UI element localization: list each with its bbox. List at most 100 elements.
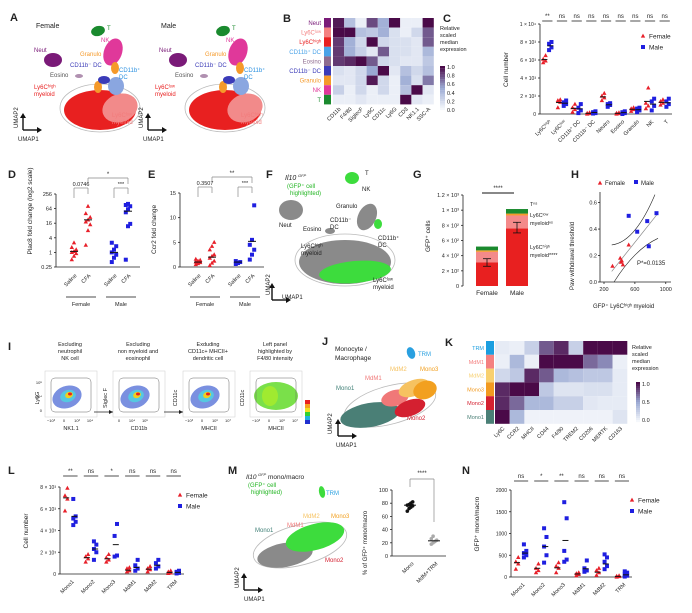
panel-m-cluster-label-mdm2: MdM2 <box>303 514 320 520</box>
panel-i-x-tick: −10³ <box>252 418 261 423</box>
panel-d-y-tick-label: 256 <box>43 192 52 198</box>
umap-cluster-neut <box>44 53 62 67</box>
panel-d-point <box>74 251 79 256</box>
heatmap-b-colorbar <box>440 105 445 108</box>
heatmap-k-cell <box>583 396 598 410</box>
panel-m-cluster-label-trm: TRM <box>326 491 339 497</box>
panel-j-cluster-label-mdm2: MdM2 <box>390 367 407 373</box>
umap-cluster-cd11b-plus-dc <box>233 77 249 95</box>
panel-letter-h: H <box>571 169 579 181</box>
panel-e-point <box>233 259 238 264</box>
heatmap-b-cell <box>389 46 401 57</box>
panel-e-x-tick-label: Saline <box>227 273 242 288</box>
umap1-label: UMAP1 <box>143 137 164 143</box>
panel-d-comparison-label: 0.0746 <box>73 182 90 188</box>
panel-n-point-male <box>562 500 567 505</box>
heatmap-b-row-color <box>324 27 331 38</box>
panel-d-point <box>126 201 130 206</box>
panel-letter-i: I <box>8 341 11 353</box>
cluster-label-neut: Neut <box>34 48 47 54</box>
panel-a-male-title: Male <box>161 23 176 30</box>
panel-e-y-label: Ccr2 fold change <box>151 204 158 254</box>
panel-i-y-tick: 10⁵ <box>36 380 42 385</box>
heatmap-b-row-color <box>324 56 331 66</box>
panel-j-umap-axes-x-arrowhead <box>352 433 357 439</box>
panel-c-point-male <box>652 96 657 101</box>
panel-h-y-tick-label: 0.6 <box>589 201 597 207</box>
umap-cluster-granulo-small <box>94 81 102 93</box>
heatmap-b-cell <box>377 37 389 47</box>
panel-n-point-male <box>625 573 630 578</box>
panel-n-point-male <box>521 542 526 547</box>
panel-l-point-male <box>71 496 76 501</box>
heatmap-k-cell <box>509 382 525 397</box>
panel-m-cluster-label-mono3: Mono3 <box>331 514 350 520</box>
panel-g-x-tick-label: Male <box>510 290 524 297</box>
panel-c-y-tick-label: 2 × 10³ <box>520 94 536 100</box>
umap1-label: UMAP1 <box>18 137 39 143</box>
heatmap-k-row-color <box>486 382 494 397</box>
heatmap-k-legend-title: expression <box>632 366 659 372</box>
panel-g-bar-other <box>476 250 498 252</box>
panel-l-y-tick-label: 8 × 10³ <box>40 485 56 491</box>
panel-h-legend-label: Female <box>605 181 626 187</box>
panel-e-point <box>207 247 212 252</box>
heatmap-k-colorbar <box>636 410 640 413</box>
heatmap-b-cell <box>411 37 423 47</box>
heatmap-k-colorbar <box>636 406 640 409</box>
panel-i-colorbar <box>305 420 310 424</box>
panel-c-point-female <box>572 101 578 106</box>
panel-n-point-male <box>544 553 549 558</box>
panel-d-point <box>83 242 88 247</box>
panel-d-y-tick-label: 1 <box>49 250 52 256</box>
panel-d-y-tick-label: 64 <box>46 207 52 213</box>
heatmap-b-colorbar <box>440 79 445 82</box>
heatmap-b-cell <box>344 18 356 28</box>
panel-h-ci-upper <box>611 194 656 246</box>
heatmap-b-legend-title: Relative <box>440 26 460 32</box>
panel-c-point-female <box>660 97 666 102</box>
panel-c-y-tick-label: 4 × 10³ <box>520 76 536 82</box>
panel-c-x-tick-label: T <box>663 119 670 126</box>
panel-i-y-label: CD11c <box>173 390 179 407</box>
panel-n-point-male <box>562 548 567 553</box>
panel-a-umap-axes-x-arrowhead <box>162 127 167 133</box>
panel-n-point-male <box>584 568 589 573</box>
panel-g-bar-other <box>506 213 528 216</box>
panel-letter-c: C <box>443 13 451 25</box>
panel-n-point-male <box>564 516 569 521</box>
heatmap-b-cell <box>377 27 389 38</box>
umap-cluster-nk <box>228 38 248 66</box>
panel-c-point-male <box>649 108 654 113</box>
cluster-label-ly6cʰⁱᵍʰ: myeloid <box>34 92 55 98</box>
heatmap-k-cell <box>553 341 569 355</box>
panel-c-legend-marker <box>640 33 646 38</box>
heatmap-b-cell <box>366 85 378 95</box>
panel-e-x-tick-label: CFA <box>245 273 257 285</box>
panel-l-point-female <box>147 563 153 568</box>
heatmap-b-cell <box>333 27 345 38</box>
panel-j-cluster-label-mono1: Mono1 <box>336 386 355 392</box>
panel-m-title-sup: GFP <box>258 472 267 477</box>
cluster-label: Ly6Cˡᵒʷ <box>155 84 175 91</box>
panel-c-y-tick-label: 0 <box>533 112 536 118</box>
panel-e-group-label: Female <box>196 302 214 308</box>
umap-cluster-t <box>216 25 230 37</box>
panel-g-annotation: myeloidⁿˢ <box>530 220 553 227</box>
heatmap-k-cell <box>597 410 613 424</box>
heatmap-b-cell <box>355 85 367 95</box>
heatmap-k-cell <box>509 396 525 410</box>
heatmap-b-cell <box>344 85 356 95</box>
panel-e-x-tick-label: CFA <box>205 273 217 285</box>
panel-c-point-male <box>637 108 642 113</box>
panel-d-point <box>123 210 128 215</box>
panel-h-point-male <box>646 244 651 249</box>
panel-h-point-female <box>619 258 624 263</box>
panel-m-umap-axes-y-arrowhead <box>241 573 247 578</box>
panel-i-x-tick: −10³ <box>47 418 56 423</box>
panel-j-title: Macrophage <box>335 355 372 362</box>
heatmap-b-cell <box>377 18 389 28</box>
heatmap-b-colorbar <box>440 94 445 97</box>
panel-n-x-tick-label: Mono2 <box>531 582 547 598</box>
heatmap-b-col-label: Ly6G <box>385 107 398 120</box>
